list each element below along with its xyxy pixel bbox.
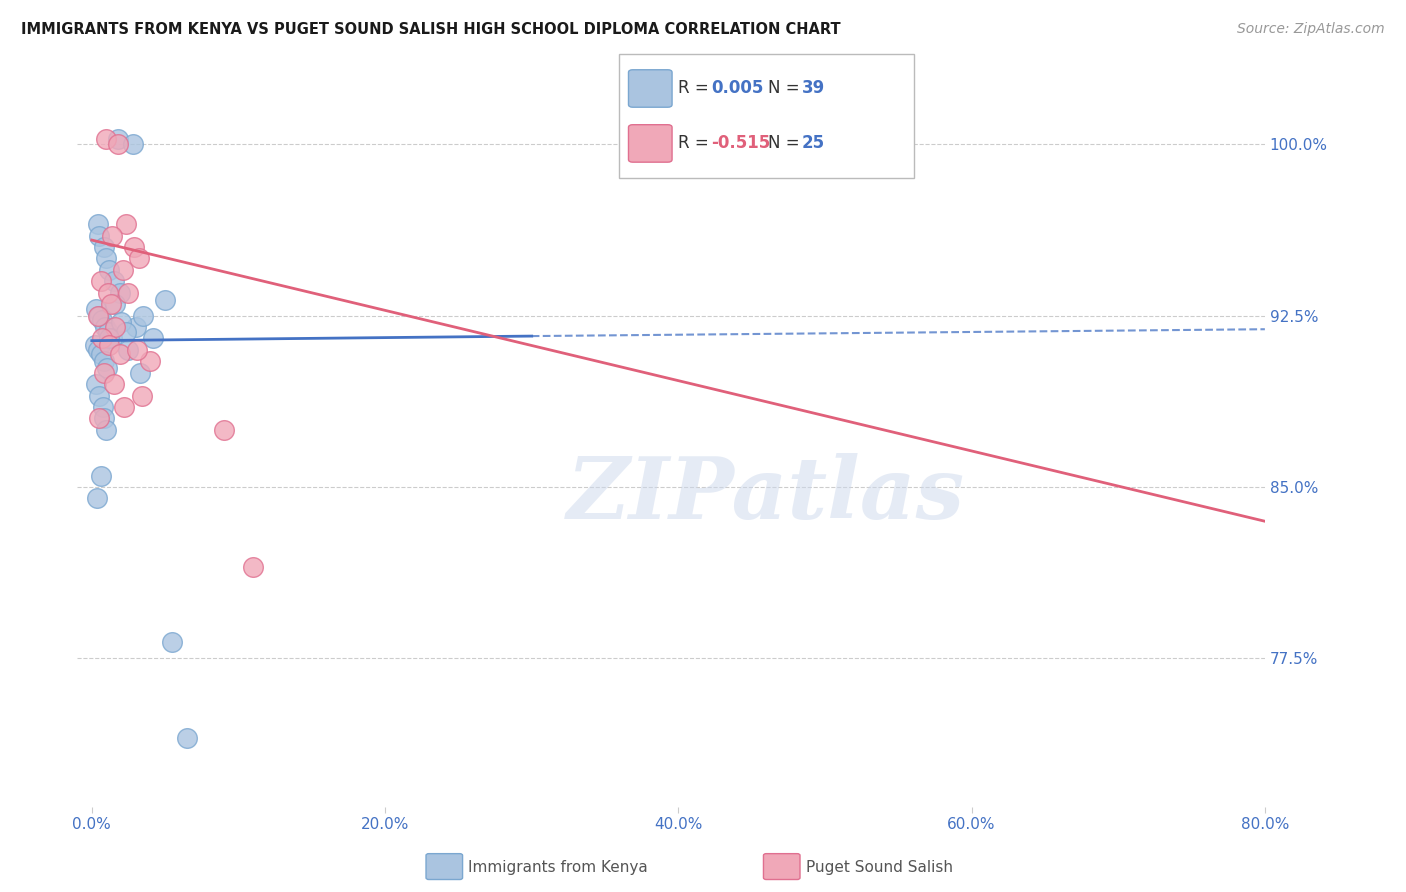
Point — [103, 274, 125, 288]
Text: IMMIGRANTS FROM KENYA VS PUGET SOUND SALISH HIGH SCHOOL DIPLOMA CORRELATION CHAR: IMMIGRANTS FROM KENYA VS PUGET SOUND SAL… — [21, 22, 841, 37]
Point — [122, 137, 145, 152]
Point — [117, 285, 139, 300]
Point — [108, 347, 131, 361]
Point — [153, 293, 176, 307]
Point — [98, 338, 121, 352]
Point — [90, 347, 112, 361]
Text: 39: 39 — [801, 79, 825, 97]
Text: Immigrants from Kenya: Immigrants from Kenya — [468, 860, 648, 874]
Point — [86, 217, 108, 231]
Point — [176, 731, 198, 746]
Point — [96, 361, 118, 376]
Point — [108, 285, 131, 300]
Point — [84, 301, 107, 316]
Text: ZIPatlas: ZIPatlas — [567, 453, 965, 537]
Text: N =: N = — [768, 135, 804, 153]
Text: R =: R = — [678, 135, 714, 153]
Text: N =: N = — [768, 79, 804, 97]
Point — [212, 423, 235, 437]
Point — [96, 423, 118, 437]
Point — [90, 468, 112, 483]
Point — [89, 228, 111, 243]
Point — [94, 320, 117, 334]
Point — [114, 217, 136, 231]
Point — [142, 331, 165, 345]
Point — [110, 315, 132, 329]
Point — [104, 297, 127, 311]
Point — [86, 343, 108, 357]
Point — [93, 411, 115, 425]
Point — [93, 366, 115, 380]
Text: 25: 25 — [801, 135, 824, 153]
Point — [91, 313, 114, 327]
Point — [125, 320, 148, 334]
Point — [103, 377, 125, 392]
Point — [93, 354, 115, 368]
Point — [242, 560, 264, 574]
Point — [107, 137, 129, 152]
Point — [89, 411, 111, 425]
Point — [132, 309, 155, 323]
Point — [90, 274, 112, 288]
Point — [128, 252, 150, 266]
Point — [89, 388, 111, 402]
Point — [84, 377, 107, 392]
Point — [139, 354, 162, 368]
Point — [97, 285, 120, 300]
Text: R =: R = — [678, 79, 714, 97]
Point — [91, 400, 114, 414]
Point — [127, 343, 149, 357]
Point — [131, 388, 153, 402]
Point — [98, 262, 121, 277]
Point — [91, 331, 114, 345]
Point — [101, 228, 124, 243]
Point — [117, 343, 139, 357]
Point — [86, 491, 108, 506]
Point — [124, 240, 146, 254]
Point — [96, 132, 118, 146]
Text: Puget Sound Salish: Puget Sound Salish — [806, 860, 953, 874]
Point — [112, 400, 135, 414]
Point — [129, 366, 152, 380]
Text: Source: ZipAtlas.com: Source: ZipAtlas.com — [1237, 22, 1385, 37]
Text: -0.515: -0.515 — [711, 135, 770, 153]
Text: 0.005: 0.005 — [711, 79, 763, 97]
Point — [93, 240, 115, 254]
Point — [97, 331, 120, 345]
Point — [162, 635, 184, 649]
Point — [111, 262, 134, 277]
Point — [114, 325, 136, 339]
Point — [107, 132, 129, 146]
Point — [83, 338, 105, 352]
Point — [101, 331, 124, 345]
Point — [86, 309, 108, 323]
Point — [97, 325, 120, 339]
Point — [100, 297, 122, 311]
Point — [96, 252, 118, 266]
Point — [104, 320, 127, 334]
Point — [89, 309, 111, 323]
